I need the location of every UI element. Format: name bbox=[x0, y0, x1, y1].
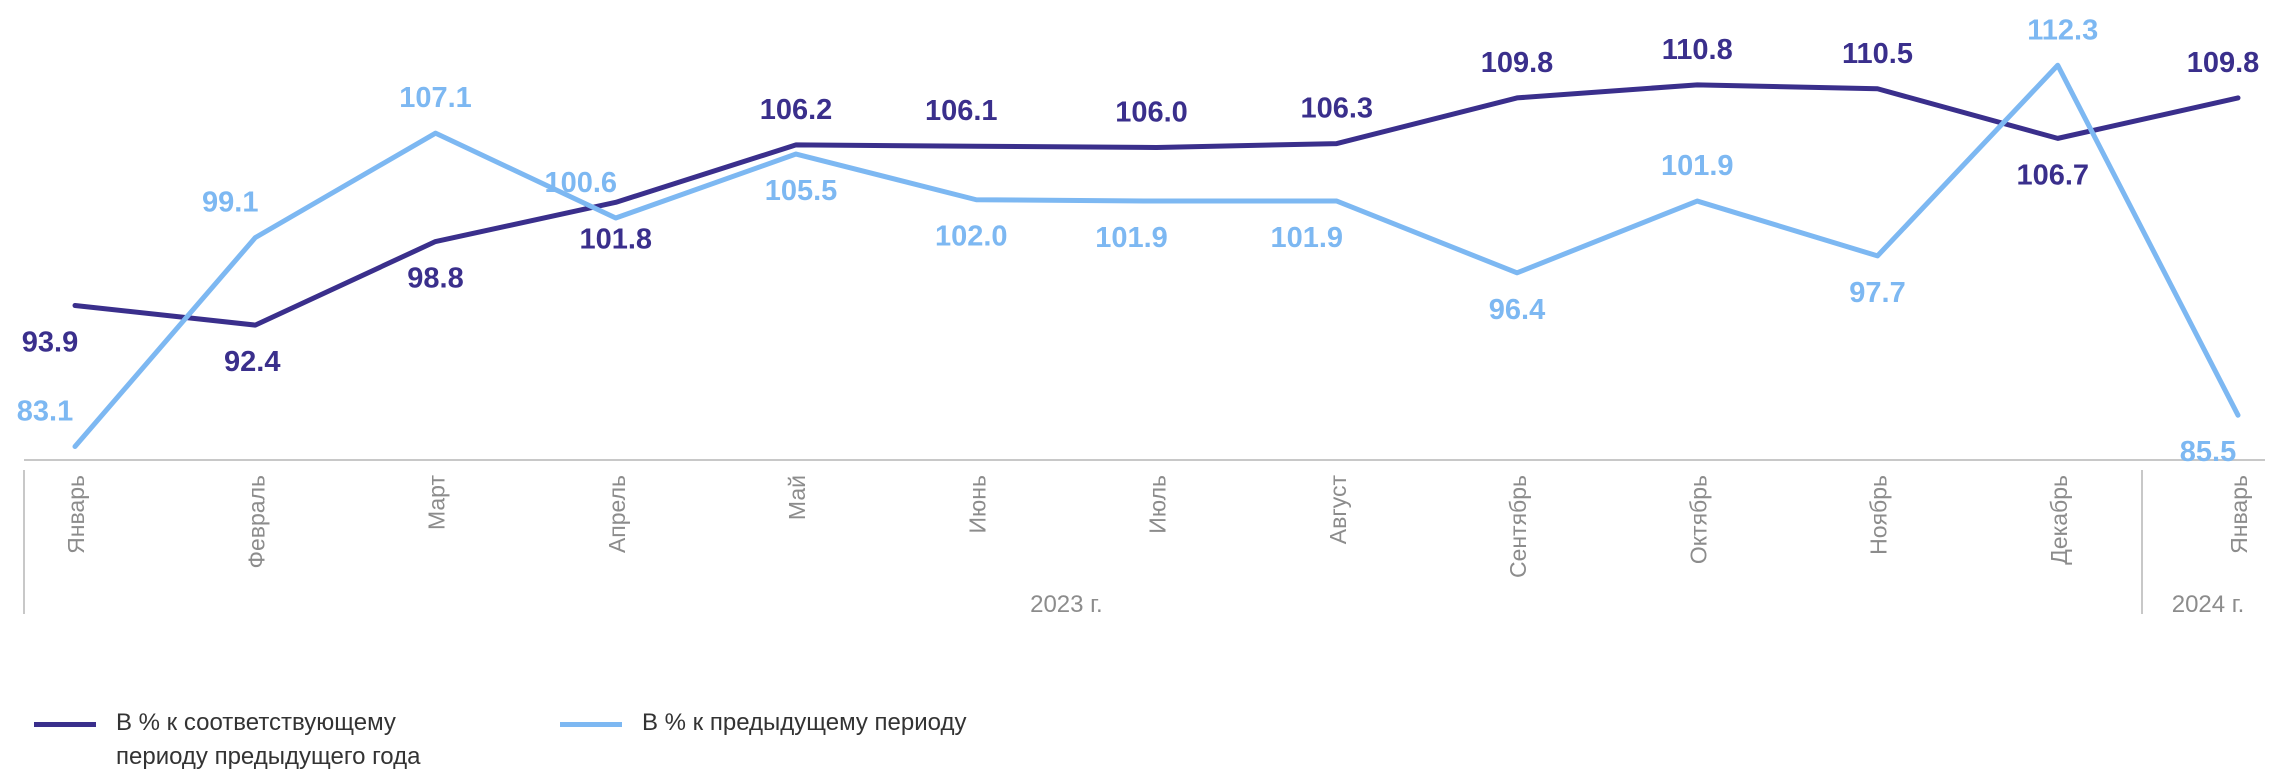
data-label-yoy: 110.5 bbox=[1842, 38, 1913, 70]
data-label-mom: 101.9 bbox=[1095, 222, 1168, 254]
data-label-mom: 85.5 bbox=[2180, 436, 2236, 468]
year-group-label: 2024 г. bbox=[2172, 591, 2245, 618]
x-tick-label: Январь bbox=[63, 475, 89, 554]
x-tick-label: Декабрь bbox=[2046, 475, 2072, 565]
data-label-yoy: 106.2 bbox=[760, 94, 833, 126]
data-label-mom: 83.1 bbox=[17, 396, 73, 428]
data-label-yoy: 106.7 bbox=[2016, 159, 2089, 191]
x-tick-label: Октябрь bbox=[1685, 475, 1711, 564]
data-label-yoy: 106.3 bbox=[1300, 93, 1373, 125]
legend-swatch-mom bbox=[560, 722, 622, 727]
x-tick-label: Февраль bbox=[243, 475, 269, 568]
data-label-mom: 102.0 bbox=[935, 221, 1008, 253]
legend-label-mom: В % к предыдущему периоду bbox=[642, 709, 967, 736]
data-label-mom: 100.6 bbox=[544, 167, 617, 199]
data-label-yoy: 109.8 bbox=[1481, 47, 1554, 79]
data-label-mom: 101.9 bbox=[1270, 222, 1343, 254]
data-label-yoy: 101.8 bbox=[579, 223, 652, 255]
data-label-yoy: 110.8 bbox=[1662, 34, 1733, 66]
data-label-yoy: 106.0 bbox=[1115, 97, 1188, 129]
data-label-mom: 101.9 bbox=[1661, 150, 1734, 182]
x-tick-label: Июнь bbox=[964, 475, 990, 533]
series-line-yoy bbox=[72, 82, 2241, 328]
legend-label-yoy: В % к соответствующему периоду предыдуще… bbox=[116, 709, 421, 770]
legend-item-yoy: В % к соответствующему периоду предыдуще… bbox=[34, 706, 476, 774]
x-tick-label: Январь bbox=[2226, 475, 2252, 554]
x-tick-label: Июль bbox=[1145, 475, 1171, 534]
legend-swatch-yoy bbox=[34, 722, 96, 727]
data-label-yoy: 92.4 bbox=[224, 346, 280, 378]
series-line-mom bbox=[72, 62, 2241, 450]
data-label-mom: 96.4 bbox=[1489, 294, 1545, 326]
x-tick-label: Март bbox=[424, 475, 450, 530]
data-label-yoy: 106.1 bbox=[925, 95, 998, 127]
data-label-yoy: 93.9 bbox=[22, 327, 78, 359]
x-tick-label: Май bbox=[784, 475, 810, 520]
data-label-mom: 107.1 bbox=[399, 82, 472, 114]
line-chart: Январь Февраль Март Апрель Май Июнь Июль Август… bbox=[17, 14, 2265, 618]
year-group-label: 2023 г. bbox=[1030, 591, 1103, 618]
x-tick-label: Апрель bbox=[604, 475, 630, 553]
data-label-mom: 99.1 bbox=[202, 187, 258, 219]
data-label-mom: 97.7 bbox=[1849, 277, 1905, 309]
legend-item-mom: В % к предыдущему периоду bbox=[560, 706, 966, 740]
x-tick-label: Ноябрь bbox=[1866, 475, 1892, 555]
data-label-yoy: 109.8 bbox=[2187, 47, 2260, 79]
data-label-mom: 112.3 bbox=[2027, 14, 2098, 46]
data-label-mom: 105.5 bbox=[765, 175, 838, 207]
data-label-yoy: 98.8 bbox=[407, 263, 463, 295]
x-tick-label: Сентябрь bbox=[1505, 475, 1531, 578]
x-tick-label: Август bbox=[1325, 475, 1351, 545]
